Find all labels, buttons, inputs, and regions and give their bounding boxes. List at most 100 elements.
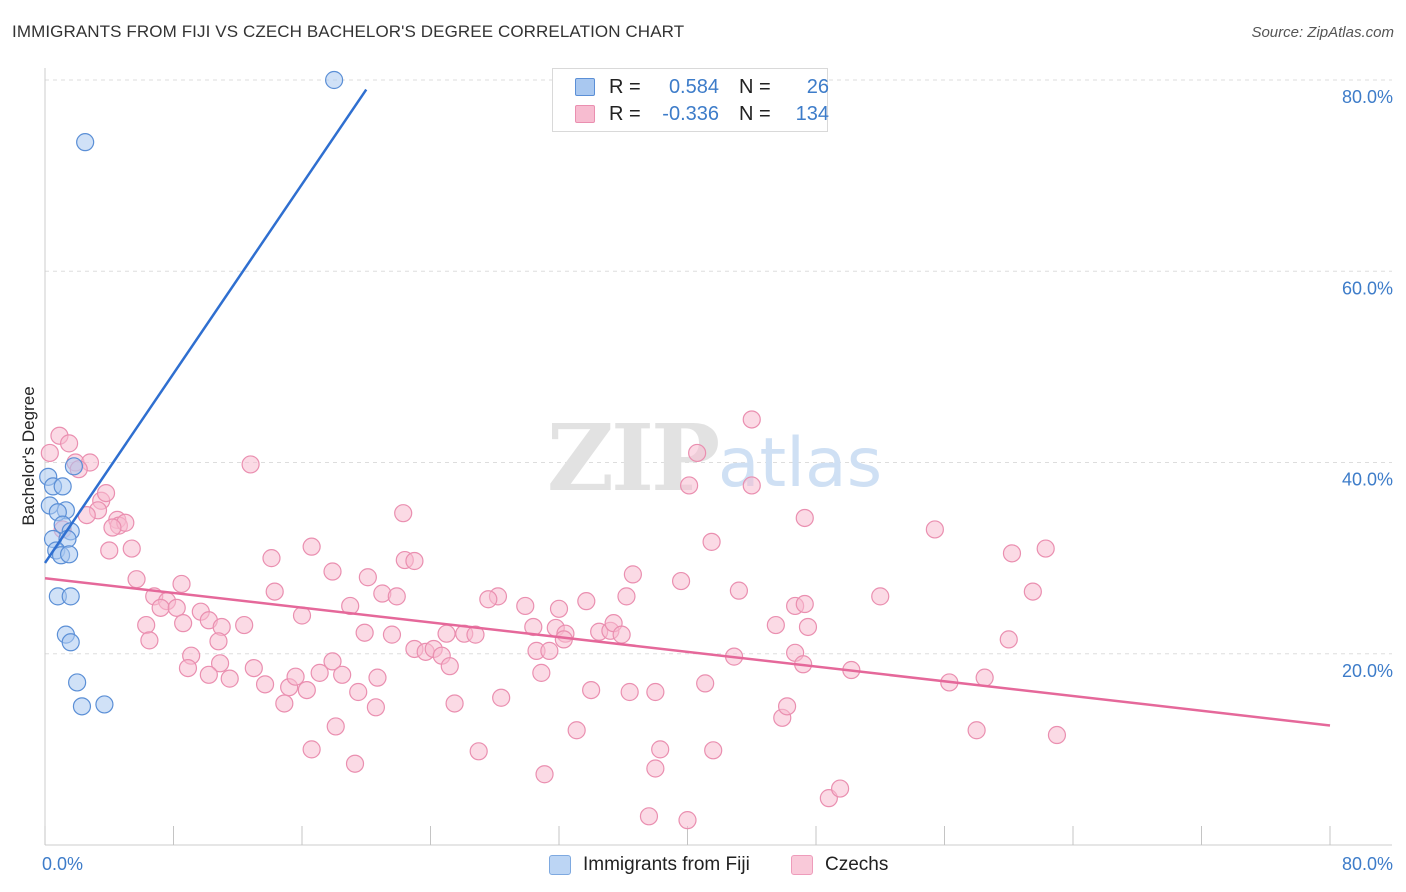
czech-point: [999, 630, 1018, 649]
czech-point: [209, 632, 228, 651]
czech-point: [349, 682, 368, 702]
y-tick-label: 40.0%: [1342, 470, 1393, 490]
czech-point: [437, 624, 456, 643]
fiji-point: [76, 133, 95, 152]
fiji-point: [59, 545, 79, 564]
czech-point: [445, 694, 464, 713]
czech-point: [235, 615, 254, 635]
czech-point: [100, 541, 119, 560]
czech-point: [59, 434, 79, 453]
czech-n-label: N =: [739, 102, 771, 125]
czech-point: [286, 667, 305, 686]
czech-point: [1047, 725, 1067, 745]
tick-labels: 20.0% 40.0% 60.0% 80.0% 0.0% 80.0%: [42, 87, 1393, 874]
czech-point: [680, 476, 699, 495]
czech-point: [623, 565, 642, 584]
czech-point: [582, 680, 601, 700]
czech-point: [704, 741, 723, 760]
czech-point: [620, 682, 639, 702]
czech-point: [103, 518, 122, 537]
czech-point: [96, 484, 116, 503]
czech-point: [925, 520, 944, 539]
fiji-point: [64, 457, 84, 476]
x-tick-label: 80.0%: [1342, 854, 1393, 874]
czech-point: [1023, 582, 1042, 601]
czech-swatch: [575, 105, 595, 123]
y-tick-label: 20.0%: [1342, 661, 1393, 681]
bottom-czech-swatch: [791, 855, 813, 875]
x-tick-label: 0.0%: [42, 854, 83, 874]
czech-point: [323, 562, 342, 581]
czech-point: [167, 598, 186, 617]
czech-point: [766, 615, 785, 635]
czech-point: [265, 582, 284, 601]
czech-point: [975, 668, 994, 687]
czech-point: [326, 717, 345, 736]
czech-point: [577, 592, 596, 611]
czech-point: [127, 570, 146, 589]
fiji-points: [39, 70, 344, 716]
czech-point: [151, 598, 170, 617]
czech-point: [241, 455, 260, 474]
czech-point: [40, 443, 59, 463]
czech-r-label: R =: [609, 102, 641, 125]
czech-point: [440, 657, 459, 676]
watermark: ZIP atlas: [547, 404, 882, 512]
czech-point: [255, 675, 275, 694]
czech-point: [671, 571, 691, 591]
czech-point: [479, 590, 498, 609]
czech-point: [355, 623, 374, 642]
czech-point: [275, 694, 294, 713]
czech-n-value: 134: [795, 102, 829, 125]
czech-point: [612, 625, 631, 644]
legend-row-czechs: R = -0.336 N = 134: [575, 101, 829, 127]
czech-point: [492, 688, 511, 707]
fiji-point: [68, 673, 87, 692]
czech-point: [617, 587, 636, 606]
czech-point: [302, 740, 321, 759]
fiji-n-label: N =: [739, 75, 771, 98]
czech-point: [532, 663, 551, 682]
czech-point: [297, 680, 316, 700]
czech-point: [345, 754, 365, 773]
czech-point: [174, 614, 193, 633]
fiji-r-value: 0.584: [668, 75, 719, 98]
czech-r-value: -0.336: [662, 102, 719, 125]
czech-point: [302, 537, 321, 556]
fiji-point: [95, 695, 114, 714]
y-axis-label: Bachelor's Degree: [19, 386, 38, 525]
bottom-fiji-swatch: [549, 855, 571, 875]
trend-lines: [43, 88, 1331, 727]
czech-point: [1002, 544, 1022, 563]
czech-points: [40, 410, 1067, 830]
czech-point: [310, 663, 329, 682]
czech-point: [220, 669, 239, 688]
czech-point: [567, 721, 586, 740]
czech-point: [742, 410, 761, 429]
czech-point: [830, 779, 850, 798]
bottom-legend-fiji: Immigrants from Fiji: [549, 852, 750, 878]
bottom-legend-czechs: Czechs: [791, 852, 888, 878]
czech-point: [382, 625, 402, 644]
correlation-legend: R = 0.584 N = 26 R = -0.336 N = 134: [552, 68, 829, 132]
czech-point: [777, 697, 797, 716]
fiji-trend-line: [43, 88, 368, 564]
czech-point: [122, 539, 141, 558]
czech-point: [333, 665, 352, 684]
czech-point: [798, 617, 818, 637]
watermark-atlas: atlas: [718, 424, 882, 503]
czech-point: [140, 631, 159, 650]
czech-point: [368, 668, 387, 687]
czech-point: [696, 674, 715, 693]
czech-point: [795, 508, 814, 528]
czech-point: [646, 682, 665, 702]
czech-point: [466, 625, 485, 644]
fiji-point: [325, 70, 344, 90]
czech-point: [199, 665, 218, 684]
czech-point: [678, 811, 697, 830]
source-label: Source: ZipAtlas.com: [1251, 24, 1394, 41]
czech-point: [469, 742, 488, 761]
czech-point: [366, 698, 385, 717]
legend-row-fiji: R = 0.584 N = 26: [575, 74, 829, 100]
